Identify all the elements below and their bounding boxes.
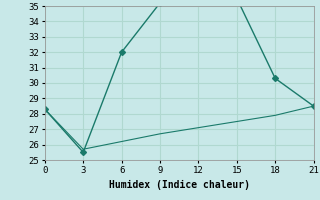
- X-axis label: Humidex (Indice chaleur): Humidex (Indice chaleur): [109, 180, 250, 190]
